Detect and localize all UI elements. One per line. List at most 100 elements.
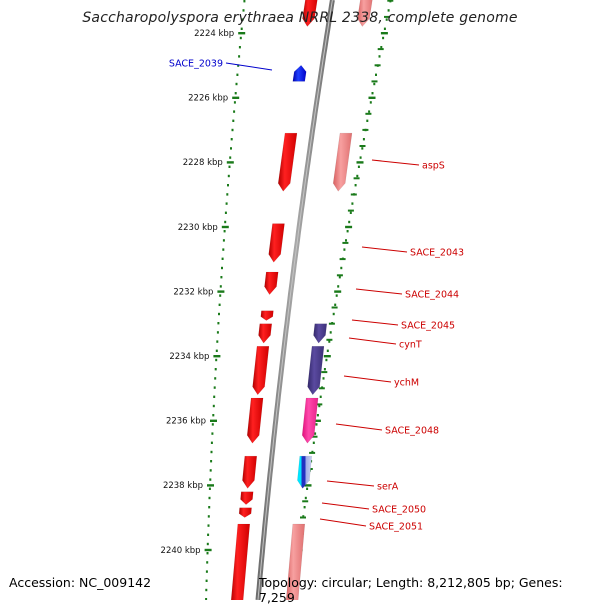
inner-major-tick xyxy=(232,96,240,99)
gene-label-leader xyxy=(361,246,408,253)
inner-scale-dot xyxy=(222,248,225,251)
gene-label[interactable]: SACE_2039 xyxy=(169,59,223,70)
inner-scale-dot xyxy=(209,469,212,472)
outer-scale-dot xyxy=(385,18,388,21)
outer-scale-dot xyxy=(325,358,328,362)
gene-label[interactable]: SACE_2044 xyxy=(405,290,459,301)
inner-scale-dot xyxy=(238,55,241,58)
gene-label-leader xyxy=(335,423,383,431)
inner-scale-dot xyxy=(218,303,221,306)
scale-layer: 2224 kbp 2226 kbp 2228 kbp 2230 kbp 2232 kbp… xyxy=(161,0,394,601)
inner-scale-dot xyxy=(210,460,213,463)
gene-feature-sace_2050[interactable] xyxy=(240,491,254,505)
inner-scale-dot xyxy=(220,276,223,279)
inner-scale-dot xyxy=(208,506,211,509)
outer-major-tick xyxy=(368,96,376,99)
gene-label[interactable]: SACE_2043 xyxy=(410,248,464,259)
genome-backbone xyxy=(255,0,335,601)
gene-label[interactable]: aspS xyxy=(422,161,445,172)
outer-scale-dot xyxy=(326,349,329,352)
outer-scale-dot xyxy=(332,312,335,316)
backbone-layer xyxy=(255,0,335,601)
gene-feature[interactable] xyxy=(307,346,325,396)
inner-scale-dot xyxy=(233,101,236,104)
outer-scale-dot xyxy=(323,368,326,371)
gene-label[interactable]: SACE_2048 xyxy=(385,426,439,437)
gene-feature-sace_2048[interactable] xyxy=(246,397,264,444)
gene-feature[interactable] xyxy=(285,523,306,605)
gene-feature-sera[interactable] xyxy=(242,455,258,489)
scale-tick-label: 2226 kbp xyxy=(188,94,228,104)
outer-minor-tick xyxy=(342,241,349,244)
gene-label[interactable]: serA xyxy=(377,482,399,493)
inner-scale-dot xyxy=(210,450,213,454)
gene-feature-cynt[interactable] xyxy=(258,323,273,344)
gene-feature[interactable] xyxy=(357,0,374,27)
features-layer xyxy=(230,0,374,605)
gene-feature[interactable] xyxy=(302,0,319,27)
outer-scale-dot xyxy=(368,110,371,113)
outer-scale-dot xyxy=(366,119,369,122)
gene-label-leader xyxy=(321,502,370,510)
outer-minor-tick xyxy=(359,145,366,147)
inner-scale-dot xyxy=(206,552,209,555)
outer-minor-tick xyxy=(387,0,394,2)
inner-scale-dot xyxy=(219,285,222,288)
gene-label[interactable]: ychM xyxy=(394,378,419,389)
outer-scale-dot xyxy=(306,487,309,490)
outer-scale-dot xyxy=(318,404,321,408)
inner-scale-dot xyxy=(207,524,210,527)
gene-feature[interactable] xyxy=(230,523,251,605)
gene-feature-sace_2044[interactable] xyxy=(264,271,279,296)
inner-scale-dot xyxy=(230,138,233,141)
scale-tick-label: 2234 kbp xyxy=(169,352,209,362)
outer-minor-tick xyxy=(318,387,325,390)
gene-feature[interactable] xyxy=(313,323,328,344)
outer-scale-dot xyxy=(361,147,364,150)
scale-tick-label: 2230 kbp xyxy=(178,223,218,233)
outer-minor-tick xyxy=(311,435,318,438)
gene-label[interactable]: SACE_2050 xyxy=(372,505,426,516)
outer-minor-tick xyxy=(384,15,390,18)
gene-feature-sace_2045[interactable] xyxy=(260,310,274,321)
inner-scale-dot xyxy=(222,239,225,242)
inner-scale-dot xyxy=(213,395,216,398)
gene-feature-ychm[interactable] xyxy=(252,346,270,396)
gene-feature-sace_2039[interactable] xyxy=(292,64,307,82)
outer-minor-tick xyxy=(339,258,346,261)
inner-scale-dot xyxy=(212,404,215,408)
outer-minor-tick xyxy=(331,306,338,309)
gene-label-leader xyxy=(355,288,403,295)
outer-scale-dot xyxy=(322,377,325,380)
inner-major-tick xyxy=(226,161,234,164)
inner-scale-dot xyxy=(218,312,220,316)
inner-scale-dot xyxy=(228,165,231,168)
gene-label[interactable]: cynT xyxy=(399,340,422,351)
outer-scale-dot xyxy=(337,285,340,288)
genome-backbone-highlight xyxy=(257,0,333,601)
inner-scale-dot xyxy=(206,542,209,546)
inner-scale-dot xyxy=(237,64,240,67)
outer-scale-dot xyxy=(329,331,332,334)
gene-feature-sace_2043[interactable] xyxy=(268,223,285,263)
outer-scale-dot xyxy=(312,441,315,444)
inner-scale-dot xyxy=(211,423,214,426)
gene-feature-asps[interactable] xyxy=(277,132,298,192)
gene-feature[interactable] xyxy=(301,397,319,444)
outer-major-tick xyxy=(345,225,353,229)
outer-minor-tick xyxy=(377,48,384,51)
inner-scale-dot xyxy=(215,358,218,362)
gene-label-leader xyxy=(326,480,375,487)
scale-tick-label: 2240 kbp xyxy=(161,546,201,556)
inner-scale-dot xyxy=(243,0,246,3)
inner-scale-dot xyxy=(207,515,210,518)
gene-label[interactable]: SACE_2051 xyxy=(369,522,423,533)
outer-scale-dot xyxy=(351,202,354,205)
gene-feature[interactable] xyxy=(297,455,313,489)
gene-label[interactable]: SACE_2045 xyxy=(401,321,455,332)
outer-minor-tick xyxy=(326,338,333,341)
gene-feature-sace_2051[interactable] xyxy=(238,507,252,518)
outer-minor-tick xyxy=(374,64,381,67)
gene-feature[interactable] xyxy=(332,132,353,192)
